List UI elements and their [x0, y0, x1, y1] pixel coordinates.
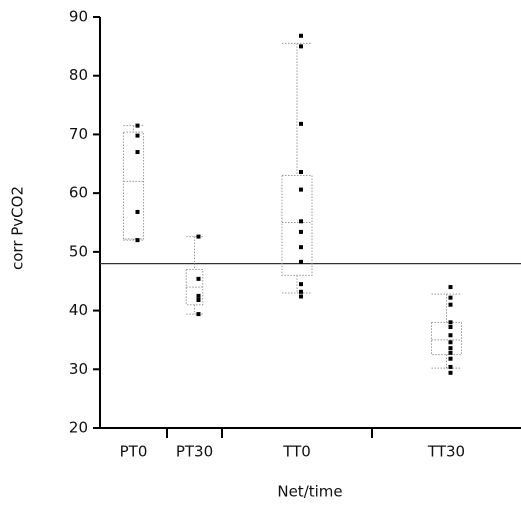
point: [448, 285, 453, 290]
point: [299, 294, 303, 299]
point: [448, 370, 453, 375]
point: [448, 333, 453, 338]
point: [135, 238, 140, 243]
box: [122, 131, 145, 240]
point: [196, 312, 201, 317]
point: [196, 298, 201, 303]
x-tick-label: TT0: [282, 443, 311, 461]
y-tick-label: 70: [69, 125, 88, 143]
point: [448, 356, 453, 361]
point: [448, 295, 453, 300]
y-tick-label: 60: [69, 184, 88, 202]
point: [299, 229, 303, 234]
y-axis-label: corr PvCO2: [9, 186, 27, 270]
point: [448, 320, 453, 325]
y-tick-label: 20: [69, 419, 88, 437]
x-tick-label: TT30: [427, 443, 465, 461]
point: [196, 293, 201, 298]
point: [448, 364, 453, 369]
y-tick-label: 80: [69, 66, 88, 84]
point: [299, 33, 303, 38]
point: [448, 340, 453, 345]
point: [299, 245, 303, 250]
box: [281, 175, 313, 276]
x-tick-label: PT0: [120, 443, 148, 461]
point: [135, 150, 140, 155]
y-tick-label: 30: [69, 360, 88, 378]
point: [135, 123, 140, 128]
point: [299, 170, 303, 175]
y-tick-label: 50: [69, 242, 88, 260]
y-tick-label: 40: [69, 301, 88, 319]
point: [135, 133, 140, 138]
point: [196, 276, 201, 281]
y-tick-label: 90: [69, 8, 88, 26]
point: [196, 234, 201, 239]
point: [448, 346, 453, 351]
x-axis-label: Net/time: [277, 483, 342, 501]
point: [299, 282, 303, 287]
x-tick-label: PT30: [176, 443, 213, 461]
point: [448, 325, 453, 330]
point: [299, 121, 303, 126]
point: [299, 219, 303, 224]
box: [431, 321, 462, 356]
point: [299, 259, 303, 264]
point: [299, 187, 303, 192]
point: [448, 350, 453, 355]
point: [299, 44, 303, 49]
point: [448, 302, 453, 307]
point: [299, 289, 303, 294]
point: [135, 209, 140, 214]
